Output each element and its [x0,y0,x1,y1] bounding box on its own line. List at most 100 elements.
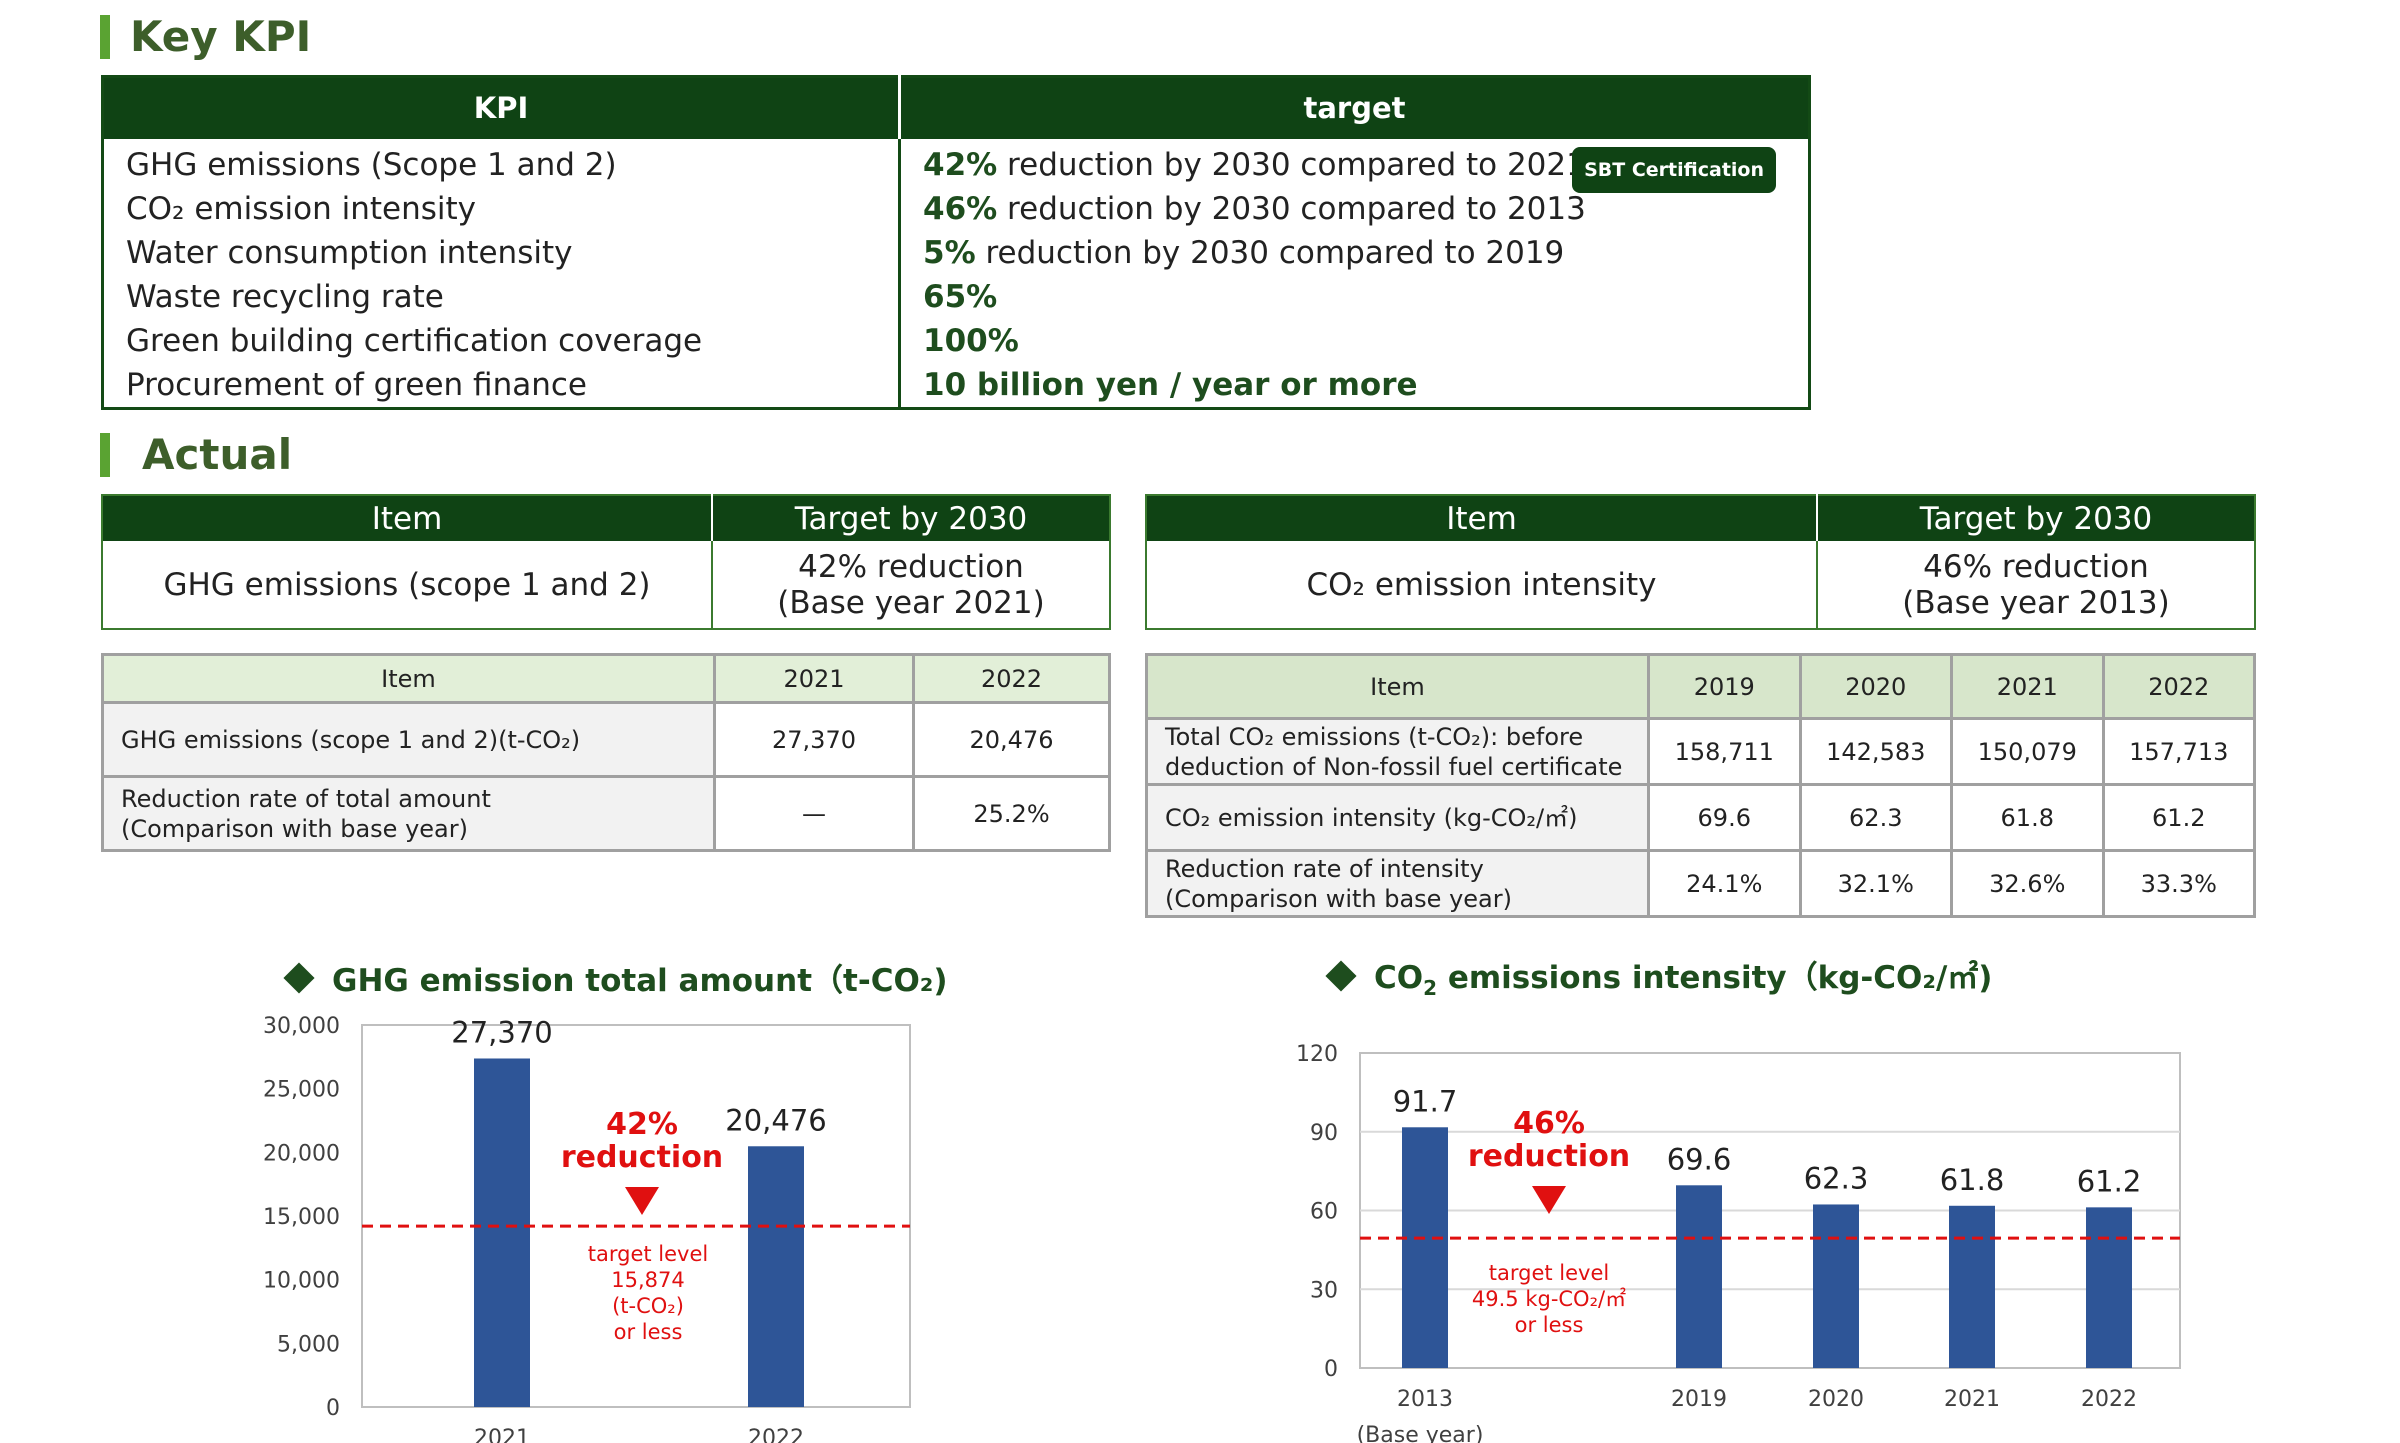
target-header: target [899,76,1810,139]
co2-target-line2: (Base year 2013) [1902,584,2170,621]
down-arrow-icon [625,1187,659,1215]
kpi-target: 10 billion yen / year or more [923,363,1808,407]
table-row: Reduction rate of total amount (Comparis… [101,775,1111,852]
ghg-emission-chart: 0 5,000 10,000 15,000 20,000 25,000 30,000 27,3… [263,1014,911,1443]
co2-row-value: 69.6 [1647,783,1802,852]
data-label: 91.7 [1393,1084,1458,1118]
kpi-name: Green building certification coverage [126,322,703,359]
co2-chart-title: CO2 emissions intensity（kg-CO₂/㎡) [1325,952,1992,1000]
kpi-names-cell: GHG emissions (Scope 1 and 2) CO₂ emissi… [102,138,901,408]
data-label: 61.2 [2077,1164,2142,1198]
ghg-chart-title: GHG emission total amount（t-CO₂) [283,955,948,1000]
co2-row-label-line2: (Comparison with base year) [1165,884,1512,913]
y-tick-label: 30,000 [263,1014,340,1039]
ghg-target-table: Item Target by 2030 GHG emissions (scope… [101,494,1111,630]
co2-row-label: Reduction rate of intensity (Comparison … [1145,849,1650,918]
co2-row-value: 157,713 [2101,717,2256,786]
plot-frame [361,1024,911,1408]
ghg-target-value: 42% reduction (Base year 2021) [712,541,1110,629]
co2-row-value: 158,711 [1647,717,1802,786]
ghg-data-year-header: 2022 [912,653,1111,704]
co2-title-prefix: CO [1374,960,1424,996]
base-year-label: (Base year) [1357,1423,1484,1443]
kpi-target-text: reduction by 2030 compared to 2013 [997,190,1586,227]
ghg-row-value: — [713,775,915,852]
y-tick-label: 90 [1310,1121,1338,1146]
y-tick-label: 120 [1296,1042,1338,1067]
co2-row-label-line1: Total CO₂ emissions (t-CO₂): before [1165,722,1584,751]
table-row: Total CO₂ emissions (t-CO₂): before dedu… [1145,717,2256,786]
bar [748,1146,804,1407]
co2-target-header: Target by 2030 [1817,495,2255,541]
bar [2086,1207,2132,1368]
reduction-percent: 46% [1513,1106,1585,1141]
heading-accent-bar [100,432,110,477]
ghg-row-label: Reduction rate of total amount (Comparis… [101,775,716,852]
reduction-label: reduction [561,1140,723,1175]
bar [474,1058,530,1407]
ghg-data-item-header: Item [101,653,716,704]
ghg-row-value: 25.2% [912,775,1111,852]
co2-title-subscript: 2 [1423,976,1438,1001]
co2-row-value: 61.2 [2101,783,2256,852]
co2-row-label-line2: deduction of Non-fossil fuel certificate [1165,752,1623,781]
co2-row-value: 33.3% [2101,849,2256,918]
target-level-text: 49.5 kg-CO₂/㎡ [1472,1287,1626,1311]
co2-row-value: 61.8 [1950,783,2105,852]
sbt-certification-badge: SBT Certification [1572,146,1776,193]
y-tick-label: 0 [1324,1357,1338,1382]
x-tick-label: 2021 [474,1426,530,1443]
diamond-bullet-icon [283,961,315,994]
co2-row-value: 32.6% [1950,849,2105,918]
key-kpi-heading: Key KPI [100,12,311,61]
bar [1949,1205,1995,1368]
co2-chart-title-text: CO2 emissions intensity（kg-CO₂/㎡) [1374,952,1992,1000]
bar [1813,1204,1859,1368]
ghg-row-label-line1: Reduction rate of total amount [121,784,491,813]
reduction-percent: 42% [606,1107,678,1142]
ghg-target-line1: 42% reduction [798,548,1024,585]
kpi-target-value: 5% [923,234,976,271]
co2-row-label-line1: CO₂ emission intensity (kg-CO₂/㎡) [1165,803,1578,832]
actual-title: Actual [142,430,293,479]
actual-heading: Actual [100,430,292,479]
co2-data-year-header: 2021 [1950,653,2105,720]
co2-item-header: Item [1146,495,1818,541]
kpi-targets-cell: 42% reduction by 2030 compared to 2021 4… [900,139,1810,409]
x-tick-label: 2020 [1808,1387,1864,1412]
co2-row-value: 150,079 [1950,717,2105,786]
ghg-row-label: GHG emissions (scope 1 and 2)(t-CO₂) [101,701,716,778]
kpi-target-text: reduction by 2030 compared to 2021 [997,146,1586,183]
y-tick-label: 5,000 [277,1332,340,1357]
target-level-text: or less [614,1320,683,1344]
kpi-target-value: 46% [923,190,998,227]
co2-row-value: 142,583 [1798,717,1953,786]
ghg-target-line2: (Base year 2021) [777,584,1045,621]
co2-title-suffix: emissions intensity（kg-CO₂/㎡) [1437,960,1993,996]
kpi-target: 100% [923,319,1808,363]
co2-data-item-header: Item [1145,653,1650,720]
table-row: CO₂ emission intensity (kg-CO₂/㎡) 69.6 6… [1145,783,2256,852]
x-tick-label: 2021 [1944,1387,2000,1412]
co2-row-value: 24.1% [1647,849,1802,918]
target-level-text: (t-CO₂) [612,1294,684,1318]
co2-row-value: 62.3 [1798,783,1953,852]
data-label: 69.6 [1667,1142,1732,1176]
co2-row-label: CO₂ emission intensity (kg-CO₂/㎡) [1145,783,1650,852]
kpi-target: 46% reduction by 2030 compared to 2013 [923,187,1808,231]
co2-intensity-chart: 0 30 60 90 120 91.7 2013 69.6 2019 62.3 2020 61.8 20… [1296,1042,2181,1443]
co2-target-table: Item Target by 2030 CO₂ emission intensi… [1145,494,2256,630]
kpi-name: Water consumption intensity [126,234,573,271]
data-label: 20,476 [725,1103,826,1137]
target-level-text: target level [1489,1261,1609,1285]
down-arrow-icon [1532,1186,1566,1214]
data-label: 27,370 [451,1015,552,1049]
ghg-row-value: 27,370 [713,701,915,778]
y-tick-label: 10,000 [263,1269,340,1294]
target-level-text: target level [588,1242,708,1266]
ghg-row-value: 20,476 [912,701,1111,778]
co2-row-label: Total CO₂ emissions (t-CO₂): before dedu… [1145,717,1650,786]
x-tick-label: 2019 [1671,1387,1727,1412]
co2-target-item: CO₂ emission intensity [1146,541,1818,629]
co2-row-value: 32.1% [1798,849,1953,918]
